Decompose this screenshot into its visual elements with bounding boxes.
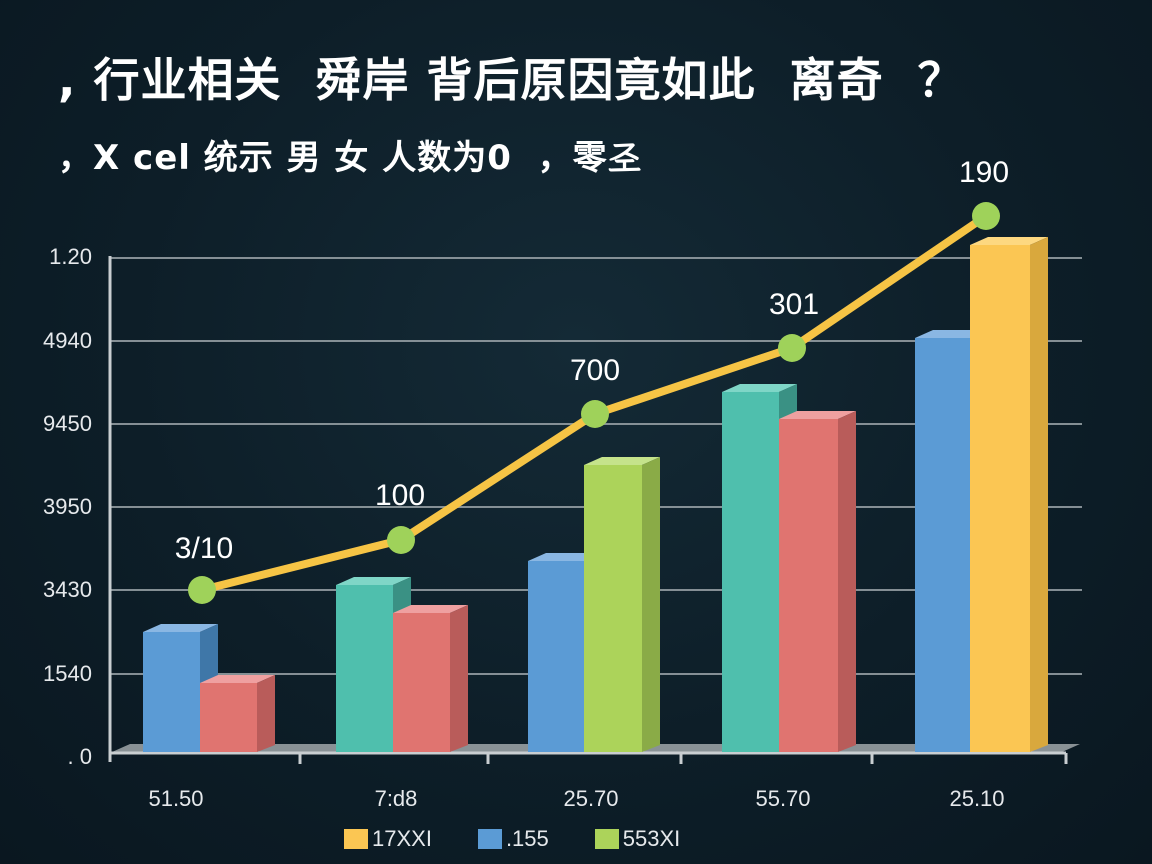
legend-label: .155	[505, 826, 549, 851]
legend-swatch-icon	[477, 829, 502, 849]
trend-marker	[188, 576, 216, 604]
legend-item[interactable]: .155	[477, 826, 549, 852]
chart-subtitle: ，X cel 统示 男 女 人数为0 ，零𢀖	[58, 138, 643, 178]
trend-markers	[188, 202, 1000, 604]
bar-group-1	[143, 624, 275, 752]
legend: 17XXI .155 553XI	[344, 826, 680, 852]
trend-marker	[581, 400, 609, 428]
y-tick-label: 1540	[43, 661, 92, 686]
data-label: 301	[768, 288, 820, 321]
x-tick-label: 55.70	[755, 786, 811, 811]
x-tick-label: 7:d8	[374, 786, 418, 811]
legend-swatch-icon	[594, 829, 619, 849]
x-tick-label: 51.50	[148, 786, 204, 811]
data-label: 3/10	[174, 532, 234, 565]
y-tick-label: 3430	[43, 577, 92, 602]
bar-group-5	[915, 237, 1048, 752]
data-label: 100	[374, 479, 426, 512]
data-label: 190	[958, 156, 1010, 189]
legend-item[interactable]: 17XXI	[344, 826, 432, 852]
y-tick-label: . 0	[67, 744, 92, 769]
bar-group-4	[722, 384, 856, 752]
legend-item[interactable]: 553XI	[594, 826, 681, 852]
bar-group-3	[528, 457, 660, 752]
legend-swatch-icon	[344, 829, 368, 849]
data-label: 700	[569, 354, 621, 387]
legend-label: 17XXI	[372, 826, 432, 851]
chart-title: , 行业相关 舜岸 背后原因竟如此 离奇 ？	[58, 53, 965, 107]
y-tick-label: 9450	[43, 411, 92, 436]
legend-label: 553XI	[622, 826, 681, 851]
trend-marker	[778, 334, 806, 362]
x-tick-label: 25.70	[563, 786, 619, 811]
y-tick-label: 1.20	[49, 244, 92, 269]
y-tick-label: 3950	[43, 494, 92, 519]
trend-marker	[972, 202, 1000, 230]
x-tick-label: 25.10	[949, 786, 1005, 811]
y-tick-label: 4940	[43, 328, 92, 353]
trend-marker	[387, 526, 415, 554]
bar-group-2	[336, 577, 468, 752]
